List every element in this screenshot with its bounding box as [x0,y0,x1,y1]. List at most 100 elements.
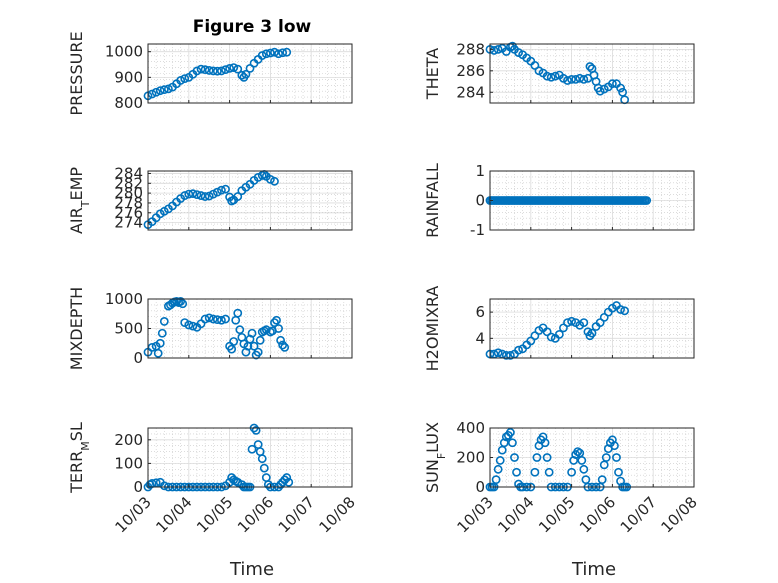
data-point [200,65,210,75]
y-tick-label: 1000 [105,43,143,61]
data-point [546,72,556,82]
data-point [159,481,169,491]
data-point [510,453,519,462]
data-point [579,318,589,327]
y-tick-label: 0 [475,192,485,210]
data-point [550,71,560,81]
data-point [208,66,218,76]
y-tick-label: 284 [114,164,143,182]
data-point [282,47,292,57]
data-point [512,467,521,477]
data-point [261,49,271,59]
subplot-sun-flux: 0 200 400 SUNFLUX10/0310/0410/0510/0610/071… [423,419,701,536]
data-point [233,308,243,318]
data-point [217,315,226,325]
data-point [567,75,576,84]
data-point [585,62,595,71]
y-tick-label: 4 [475,329,485,347]
data-point [253,347,263,357]
x-tick-label: 10/08 [316,493,359,536]
data-point [259,463,269,473]
y-tick-label: 100 [114,454,143,472]
data-point [278,340,288,350]
data-point [204,313,214,323]
data-point [495,456,505,465]
data-point [180,74,190,84]
y-tick-label: 280 [114,184,143,202]
y-tick-label: 0 [475,478,485,496]
y-axis-label: AIRTEMP [67,167,92,234]
y-axis-label: PRESSURE [67,31,86,115]
x-tick-label: 10/07 [275,493,318,536]
data-point [221,65,230,75]
y-tick-label: 0 [133,478,143,496]
axes-frame [147,170,353,231]
data-point [237,70,247,80]
subplot-mixdepth: 0 500 1000 MIXDEPTH [67,287,353,370]
y-tick-label: 284 [456,83,485,101]
data-point [159,317,169,326]
data-point [200,314,210,324]
axes-frame [147,43,353,104]
data-point [608,79,617,89]
data-point [233,192,243,201]
y-tick-label: 1 [475,162,485,180]
data-point [493,464,503,474]
data-point [176,76,186,85]
data-point [227,344,237,354]
data-point [491,475,501,485]
data-point [505,428,515,437]
y-axis-label: TERRMSL [67,422,92,494]
subplot-theta: 284 286 288 THETA [423,40,695,105]
data-point [274,49,283,59]
data-point [493,44,503,54]
data-point [257,454,267,464]
data-point [546,332,556,342]
data-point [542,453,552,462]
data-point [204,66,214,75]
subplot-terr-msl: 0 100 200 TERRMSL 10/0310/0410/0510/0610/071… [67,422,359,536]
data-point [272,315,281,325]
data-point [544,467,554,477]
data-point [249,341,259,351]
data-point [587,328,597,338]
data-point [217,66,226,76]
x-tick-label: 10/05 [193,493,236,536]
data-point [571,75,581,84]
x-tick-label: 10/03 [454,493,497,536]
axes-frame [147,427,353,488]
data-point [229,337,239,346]
x-tick-label: 10/08 [658,493,701,536]
y-tick-label: -1 [470,221,485,239]
data-point [265,48,275,58]
data-point [530,61,540,70]
data-point [255,335,265,345]
data-point [247,444,257,454]
data-point [514,345,523,355]
data-point [274,324,283,333]
subplot-pressure: 800 900 1000 PRESSURE [67,31,353,116]
data-point [577,456,587,465]
data-point [151,87,161,97]
data-point [563,76,572,85]
data-point [282,473,292,482]
data-point [208,314,218,324]
data-point [554,329,564,339]
y-tick-label: 900 [114,68,143,86]
data-point [225,63,234,73]
y-tick-label: 288 [456,40,485,58]
data-point [284,477,294,487]
data-point [251,425,261,435]
data-point [579,75,589,84]
data-point [196,191,206,200]
x-axis-label-left: Time [229,559,274,580]
data-point [573,447,583,456]
y-tick-label: 6 [475,303,485,321]
data-point [618,87,627,97]
data-point [155,86,165,96]
x-tick-label: 10/05 [535,493,578,536]
x-tick-label: 10/06 [576,493,619,536]
y-tick-label: 400 [456,419,485,437]
y-tick-label: 274 [114,214,143,232]
data-point [563,318,572,327]
